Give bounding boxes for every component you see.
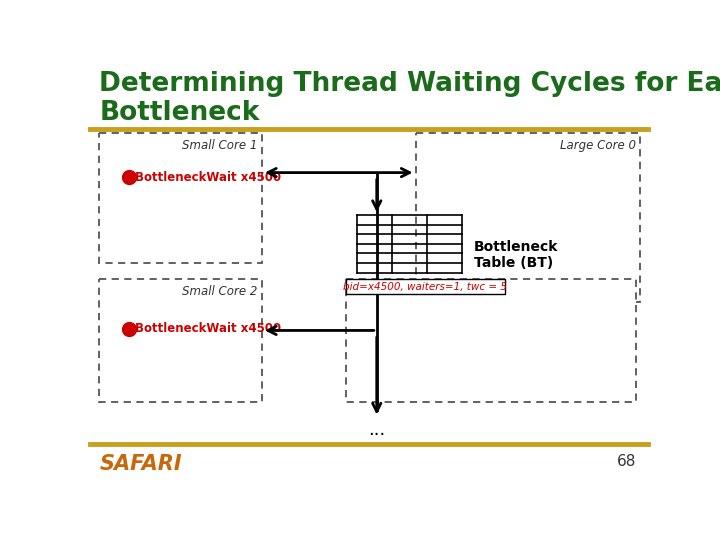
FancyBboxPatch shape: [415, 132, 640, 302]
Text: Small Core 1: Small Core 1: [182, 139, 258, 152]
Text: 68: 68: [617, 454, 636, 469]
FancyBboxPatch shape: [99, 132, 262, 264]
FancyBboxPatch shape: [346, 279, 636, 402]
Text: Small Core 2: Small Core 2: [182, 285, 258, 298]
Text: Determining Thread Waiting Cycles for Each: Determining Thread Waiting Cycles for Ea…: [99, 71, 720, 97]
FancyBboxPatch shape: [346, 279, 505, 294]
FancyBboxPatch shape: [99, 279, 262, 402]
Text: Bottleneck: Bottleneck: [99, 100, 260, 126]
Text: Bottleneck
Table (BT): Bottleneck Table (BT): [474, 240, 558, 271]
Text: ...: ...: [368, 421, 385, 440]
Text: BottleneckWait x4500: BottleneckWait x4500: [135, 322, 281, 335]
Text: BottleneckWait x4500: BottleneckWait x4500: [135, 171, 281, 184]
Text: SAFARI: SAFARI: [99, 454, 182, 474]
Text: Large Core 0: Large Core 0: [559, 139, 636, 152]
Text: bid=x4500, waiters=1, twc = 5: bid=x4500, waiters=1, twc = 5: [343, 281, 507, 292]
